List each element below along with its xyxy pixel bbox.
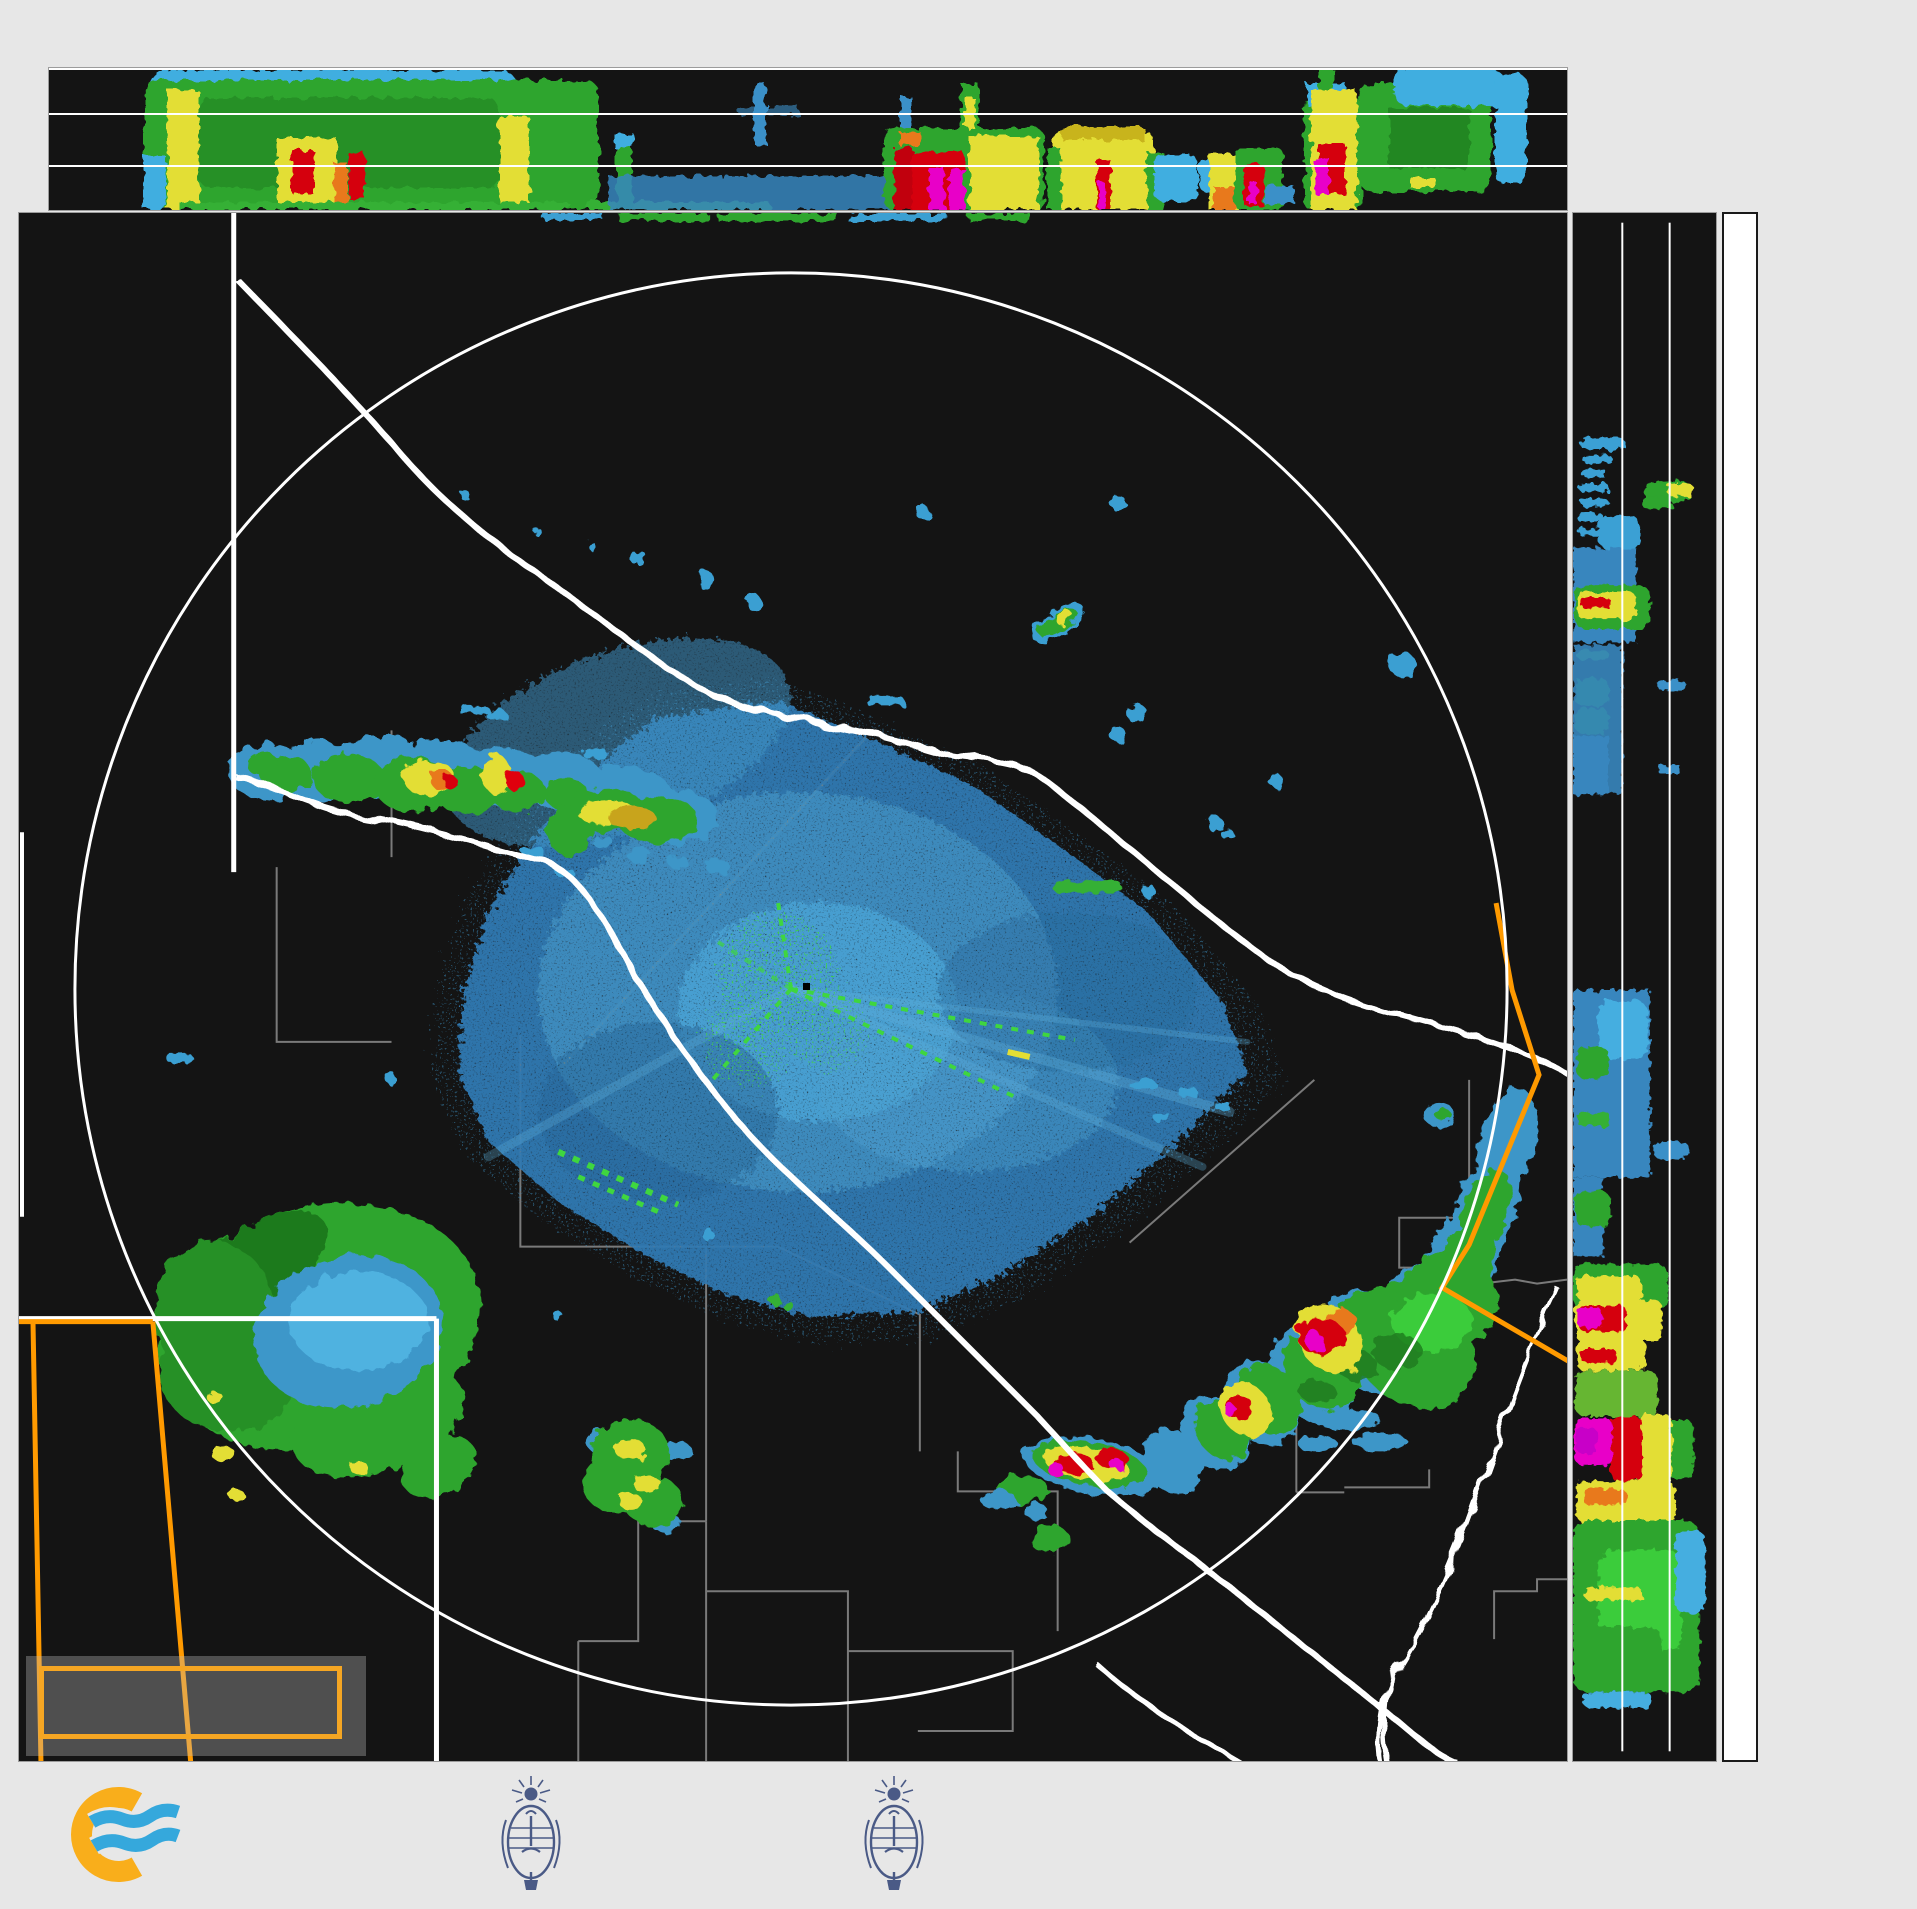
radar-site-marker — [803, 983, 810, 990]
smn-logo — [58, 1782, 218, 1891]
ministerio-defensa-logo — [494, 1772, 568, 1902]
yellow-clutter-dash — [1007, 1048, 1031, 1060]
province-borders — [19, 213, 439, 1761]
warning-legend-border — [39, 1666, 342, 1739]
nw-storm-line — [228, 734, 731, 876]
warning-legend-box — [26, 1656, 366, 1756]
center-speckle — [703, 912, 868, 1087]
radar-range-circle — [73, 271, 1509, 1707]
top-cross-section-echoes — [49, 68, 1567, 210]
radar-map-graphics — [19, 213, 1567, 1761]
coat-of-arms-icon — [864, 1776, 924, 1890]
dbz-colorbar — [1722, 212, 1758, 1762]
right-cross-section-panel — [1572, 212, 1717, 1762]
south-multicell — [582, 1419, 693, 1533]
central-echo-blob — [431, 637, 1284, 1343]
se-storm-band — [979, 1088, 1538, 1554]
ministerio-economia-logo — [857, 1772, 931, 1902]
sw-storm-los-pirpintos — [153, 1203, 481, 1502]
smn-logo-icon — [71, 1787, 182, 1882]
footer-bar — [0, 1762, 1917, 1909]
rivers — [232, 278, 1567, 1761]
right-cross-section-echoes — [1573, 222, 1706, 1752]
ne-scattered-cells — [166, 213, 1416, 1322]
top-cross-section-panel — [48, 67, 1568, 211]
radar-map — [18, 212, 1568, 1762]
coat-of-arms-icon — [501, 1776, 561, 1890]
